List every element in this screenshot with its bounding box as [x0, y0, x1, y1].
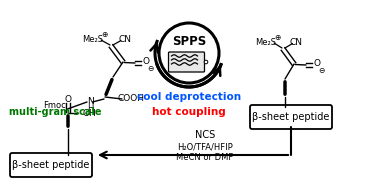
Text: H: H — [87, 103, 94, 112]
Text: O: O — [142, 56, 149, 65]
Text: β-sheet peptide: β-sheet peptide — [252, 112, 330, 122]
FancyBboxPatch shape — [10, 153, 92, 177]
Text: OH: OH — [82, 108, 96, 117]
Text: ⊕: ⊕ — [274, 33, 281, 42]
Text: ⊕: ⊕ — [101, 30, 108, 39]
Text: hot coupling: hot coupling — [152, 107, 226, 117]
Text: H₂O/TFA/HFIP: H₂O/TFA/HFIP — [177, 142, 233, 152]
Text: O: O — [313, 58, 320, 68]
FancyBboxPatch shape — [169, 52, 204, 72]
Text: Fmoc: Fmoc — [43, 100, 66, 110]
Text: Me₂S: Me₂S — [256, 38, 276, 46]
Text: β-sheet peptide: β-sheet peptide — [12, 160, 90, 170]
Text: COOH: COOH — [117, 94, 144, 103]
FancyBboxPatch shape — [250, 105, 332, 129]
Text: ⊖: ⊖ — [147, 63, 153, 73]
Text: MeCN or DMF: MeCN or DMF — [177, 154, 234, 162]
Text: O: O — [65, 95, 71, 103]
Circle shape — [204, 60, 208, 64]
Text: NCS: NCS — [195, 130, 215, 140]
Text: CN: CN — [118, 34, 132, 43]
Text: Me₂S: Me₂S — [82, 34, 103, 43]
Text: SPPS: SPPS — [172, 34, 206, 48]
Text: multi-gram scale: multi-gram scale — [9, 107, 101, 117]
Text: cool deprotection: cool deprotection — [137, 92, 241, 102]
Text: ⊖: ⊖ — [318, 65, 324, 75]
Text: N: N — [87, 97, 94, 106]
Text: CN: CN — [290, 38, 303, 46]
